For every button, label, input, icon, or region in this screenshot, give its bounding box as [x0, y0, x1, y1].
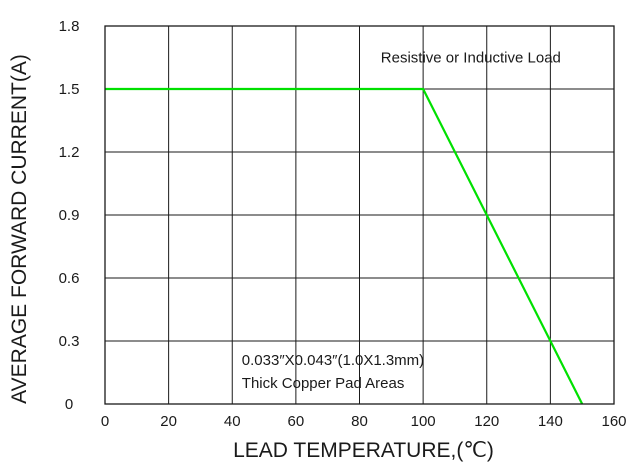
y-tick-label: 0.9: [59, 207, 80, 224]
y-tick-label: 1.8: [59, 18, 80, 35]
x-tick-label: 140: [538, 413, 563, 430]
annotation-text: Thick Copper Pad Areas: [242, 375, 405, 392]
y-axis-title: AVERAGE FORWARD CURRENT(A): [8, 54, 31, 404]
plot-frame: [104, 25, 615, 405]
x-tick-label: 40: [224, 413, 241, 430]
y-tick-label: 1.5: [59, 81, 80, 98]
x-tick-label: 0: [101, 413, 109, 430]
y-tick-label: 0: [65, 396, 73, 413]
x-tick-label: 160: [601, 413, 626, 430]
x-tick-label: 80: [351, 413, 368, 430]
annotations: Resistive or Inductive Load 0.033″X0.043″…: [242, 50, 561, 393]
x-tick-label: 120: [474, 413, 499, 430]
series-line-0: [105, 87, 584, 405]
x-tick-label: 100: [411, 413, 436, 430]
x-tick-label: 60: [288, 413, 305, 430]
x-tick-labels: 0 20 40 60 80 100 120 140 160: [101, 413, 627, 430]
x-tick-label: 20: [160, 413, 177, 430]
series-layer: [105, 87, 584, 405]
annotation-text: Resistive or Inductive Load: [381, 50, 561, 67]
annotation-text: 0.033″X0.043″(1.0X1.3mm): [242, 352, 424, 369]
y-tick-label: 0.6: [59, 270, 80, 287]
y-tick-label: 0.3: [59, 333, 80, 350]
y-tick-labels: 0 0.3 0.6 0.9 1.2 1.5 1.8: [59, 18, 80, 413]
x-axis-title: LEAD TEMPERATURE,(℃): [233, 439, 494, 462]
y-tick-label: 1.2: [59, 144, 80, 161]
